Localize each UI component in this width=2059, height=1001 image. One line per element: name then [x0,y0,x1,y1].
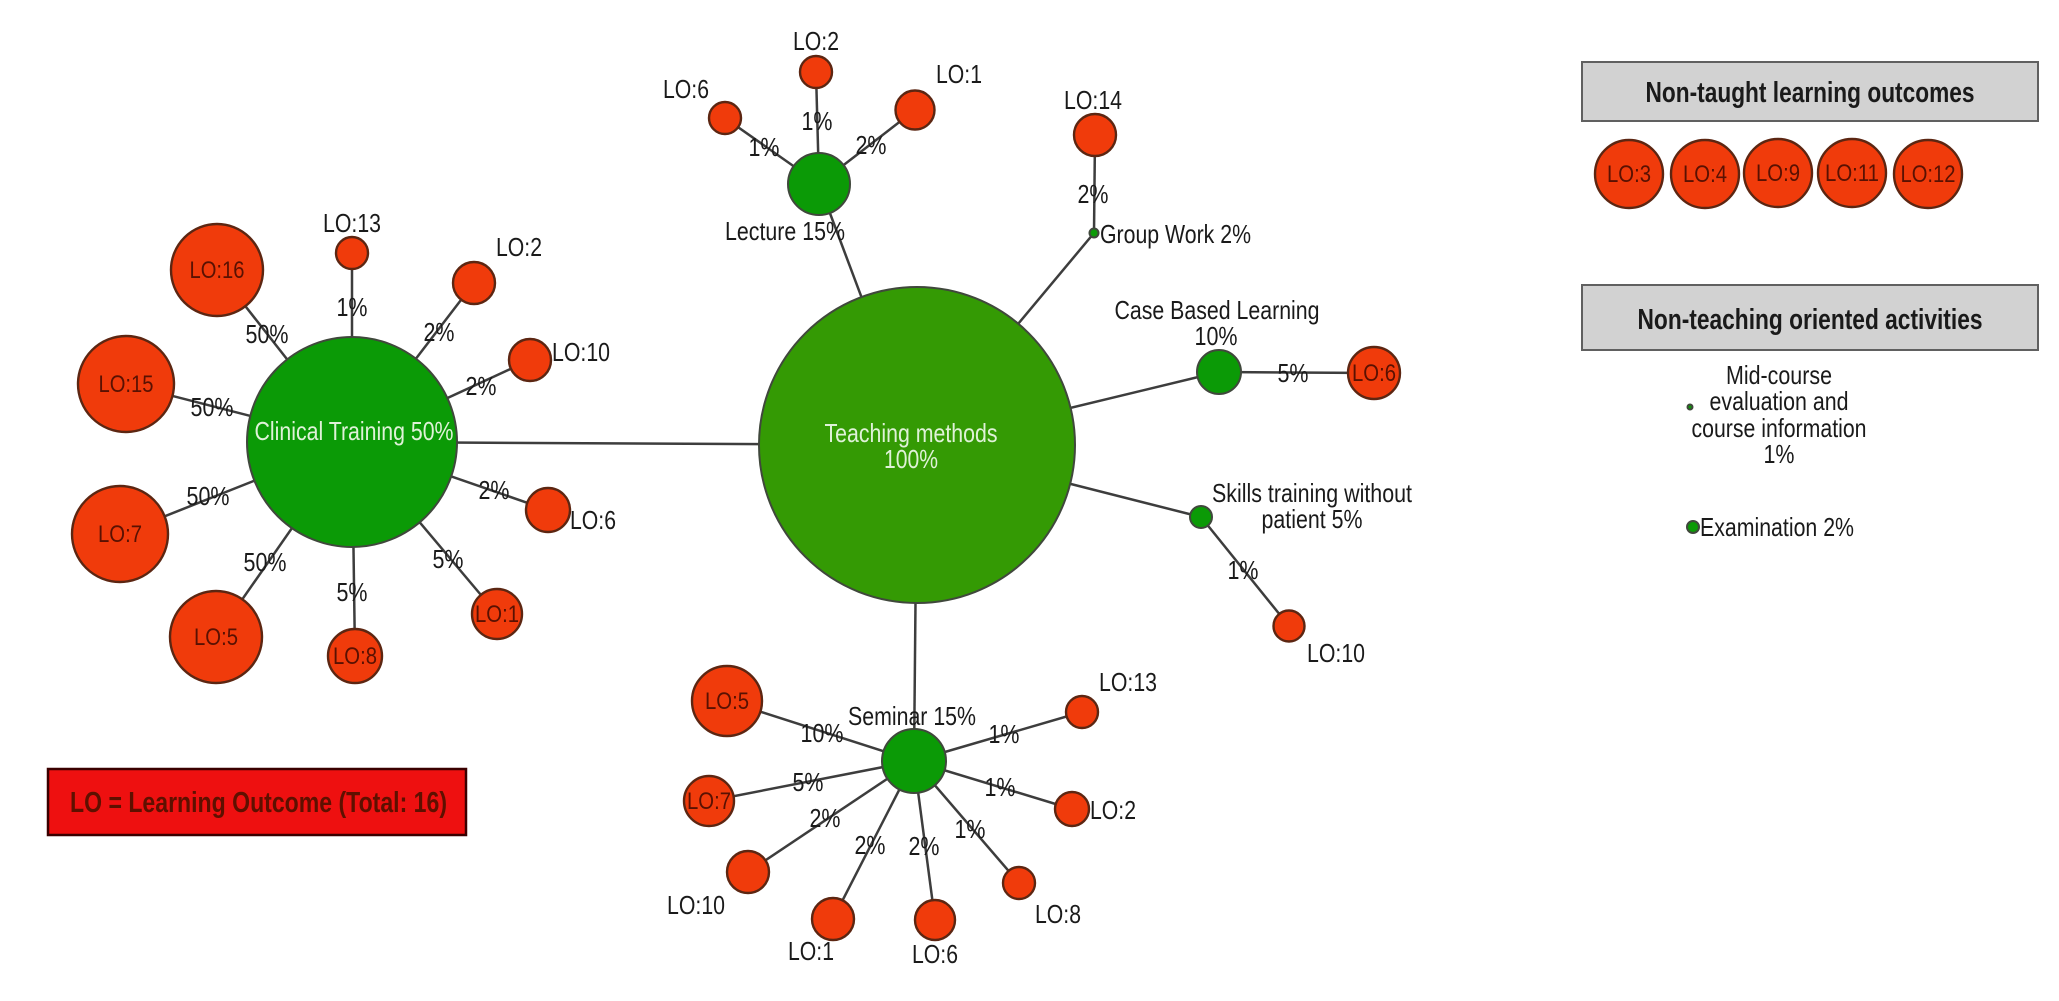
svg-text:2%: 2% [479,475,510,505]
svg-text:LO:14: LO:14 [1064,85,1122,115]
svg-text:LO:3: LO:3 [1607,161,1651,188]
svg-text:LO:13: LO:13 [1099,667,1157,697]
svg-text:1%: 1% [955,814,986,844]
svg-text:LO:13: LO:13 [323,208,381,238]
svg-text:10%: 10% [1195,321,1238,351]
svg-text:Seminar 15%: Seminar 15% [848,701,976,731]
svg-text:LO:7: LO:7 [687,788,731,815]
svg-text:5%: 5% [337,577,368,607]
svg-text:2%: 2% [855,830,886,860]
svg-text:LO:2: LO:2 [793,26,839,56]
svg-text:2%: 2% [856,130,887,160]
svg-text:LO:5: LO:5 [705,688,749,715]
svg-text:5%: 5% [1278,358,1309,388]
svg-text:LO:2: LO:2 [1090,795,1136,825]
svg-text:50%: 50% [187,481,230,511]
svg-text:2%: 2% [1078,179,1109,209]
svg-text:LO:9: LO:9 [1756,160,1800,187]
svg-text:LO:1: LO:1 [788,936,834,966]
svg-text:50%: 50% [191,392,234,422]
svg-text:5%: 5% [793,767,824,797]
svg-text:Clinical Training 50%: Clinical Training 50% [255,416,454,446]
svg-text:1%: 1% [989,719,1020,749]
svg-text:LO:10: LO:10 [667,890,725,920]
svg-text:Skills training without: Skills training without [1212,478,1413,508]
svg-text:1%: 1% [337,292,368,322]
svg-text:LO:6: LO:6 [912,939,958,969]
svg-text:5%: 5% [433,544,464,574]
svg-text:course information: course information [1692,413,1867,443]
svg-text:LO:5: LO:5 [194,624,238,651]
svg-text:LO:1: LO:1 [475,601,519,628]
svg-text:2%: 2% [424,317,455,347]
svg-text:LO:10: LO:10 [1307,638,1365,668]
svg-text:patient 5%: patient 5% [1262,504,1363,534]
svg-text:LO:6: LO:6 [1352,360,1396,387]
svg-text:50%: 50% [246,319,289,349]
svg-text:LO:8: LO:8 [333,643,377,670]
svg-text:LO:6: LO:6 [570,505,616,535]
svg-text:LO:15: LO:15 [99,371,154,398]
svg-text:2%: 2% [466,371,497,401]
svg-text:1%: 1% [1764,439,1795,469]
svg-text:1%: 1% [802,106,833,136]
svg-text:1%: 1% [985,772,1016,802]
svg-text:LO:6: LO:6 [663,74,709,104]
svg-text:100%: 100% [884,444,938,474]
svg-text:Examination 2%: Examination 2% [1700,512,1854,542]
svg-text:Teaching methods: Teaching methods [825,418,998,448]
svg-text:Group Work 2%: Group Work 2% [1100,219,1251,249]
svg-text:Case Based Learning: Case Based Learning [1115,295,1320,325]
svg-text:Mid-course: Mid-course [1726,360,1832,390]
svg-text:50%: 50% [244,547,287,577]
svg-text:1%: 1% [749,132,780,162]
svg-text:LO = Learning Outcome (Total:: LO = Learning Outcome (Total: 16) [70,787,447,819]
svg-text:LO:4: LO:4 [1683,161,1727,188]
svg-text:LO:8: LO:8 [1035,899,1081,929]
svg-text:1%: 1% [1228,555,1259,585]
svg-text:LO:2: LO:2 [496,232,542,262]
svg-text:Non-teaching oriented activiti: Non-teaching oriented activities [1638,304,1983,336]
svg-text:2%: 2% [909,831,940,861]
svg-text:evaluation and: evaluation and [1710,386,1849,416]
svg-text:Non-taught learning outcomes: Non-taught learning outcomes [1646,77,1975,109]
svg-text:LO:7: LO:7 [98,521,142,548]
svg-text:LO:1: LO:1 [936,59,982,89]
svg-text:LO:16: LO:16 [190,257,245,284]
svg-text:Lecture 15%: Lecture 15% [725,216,845,246]
svg-text:2%: 2% [810,803,841,833]
svg-text:LO:12: LO:12 [1901,161,1956,188]
svg-text:LO:11: LO:11 [1825,160,1879,187]
svg-text:10%: 10% [801,718,844,748]
svg-text:LO:10: LO:10 [552,337,610,367]
